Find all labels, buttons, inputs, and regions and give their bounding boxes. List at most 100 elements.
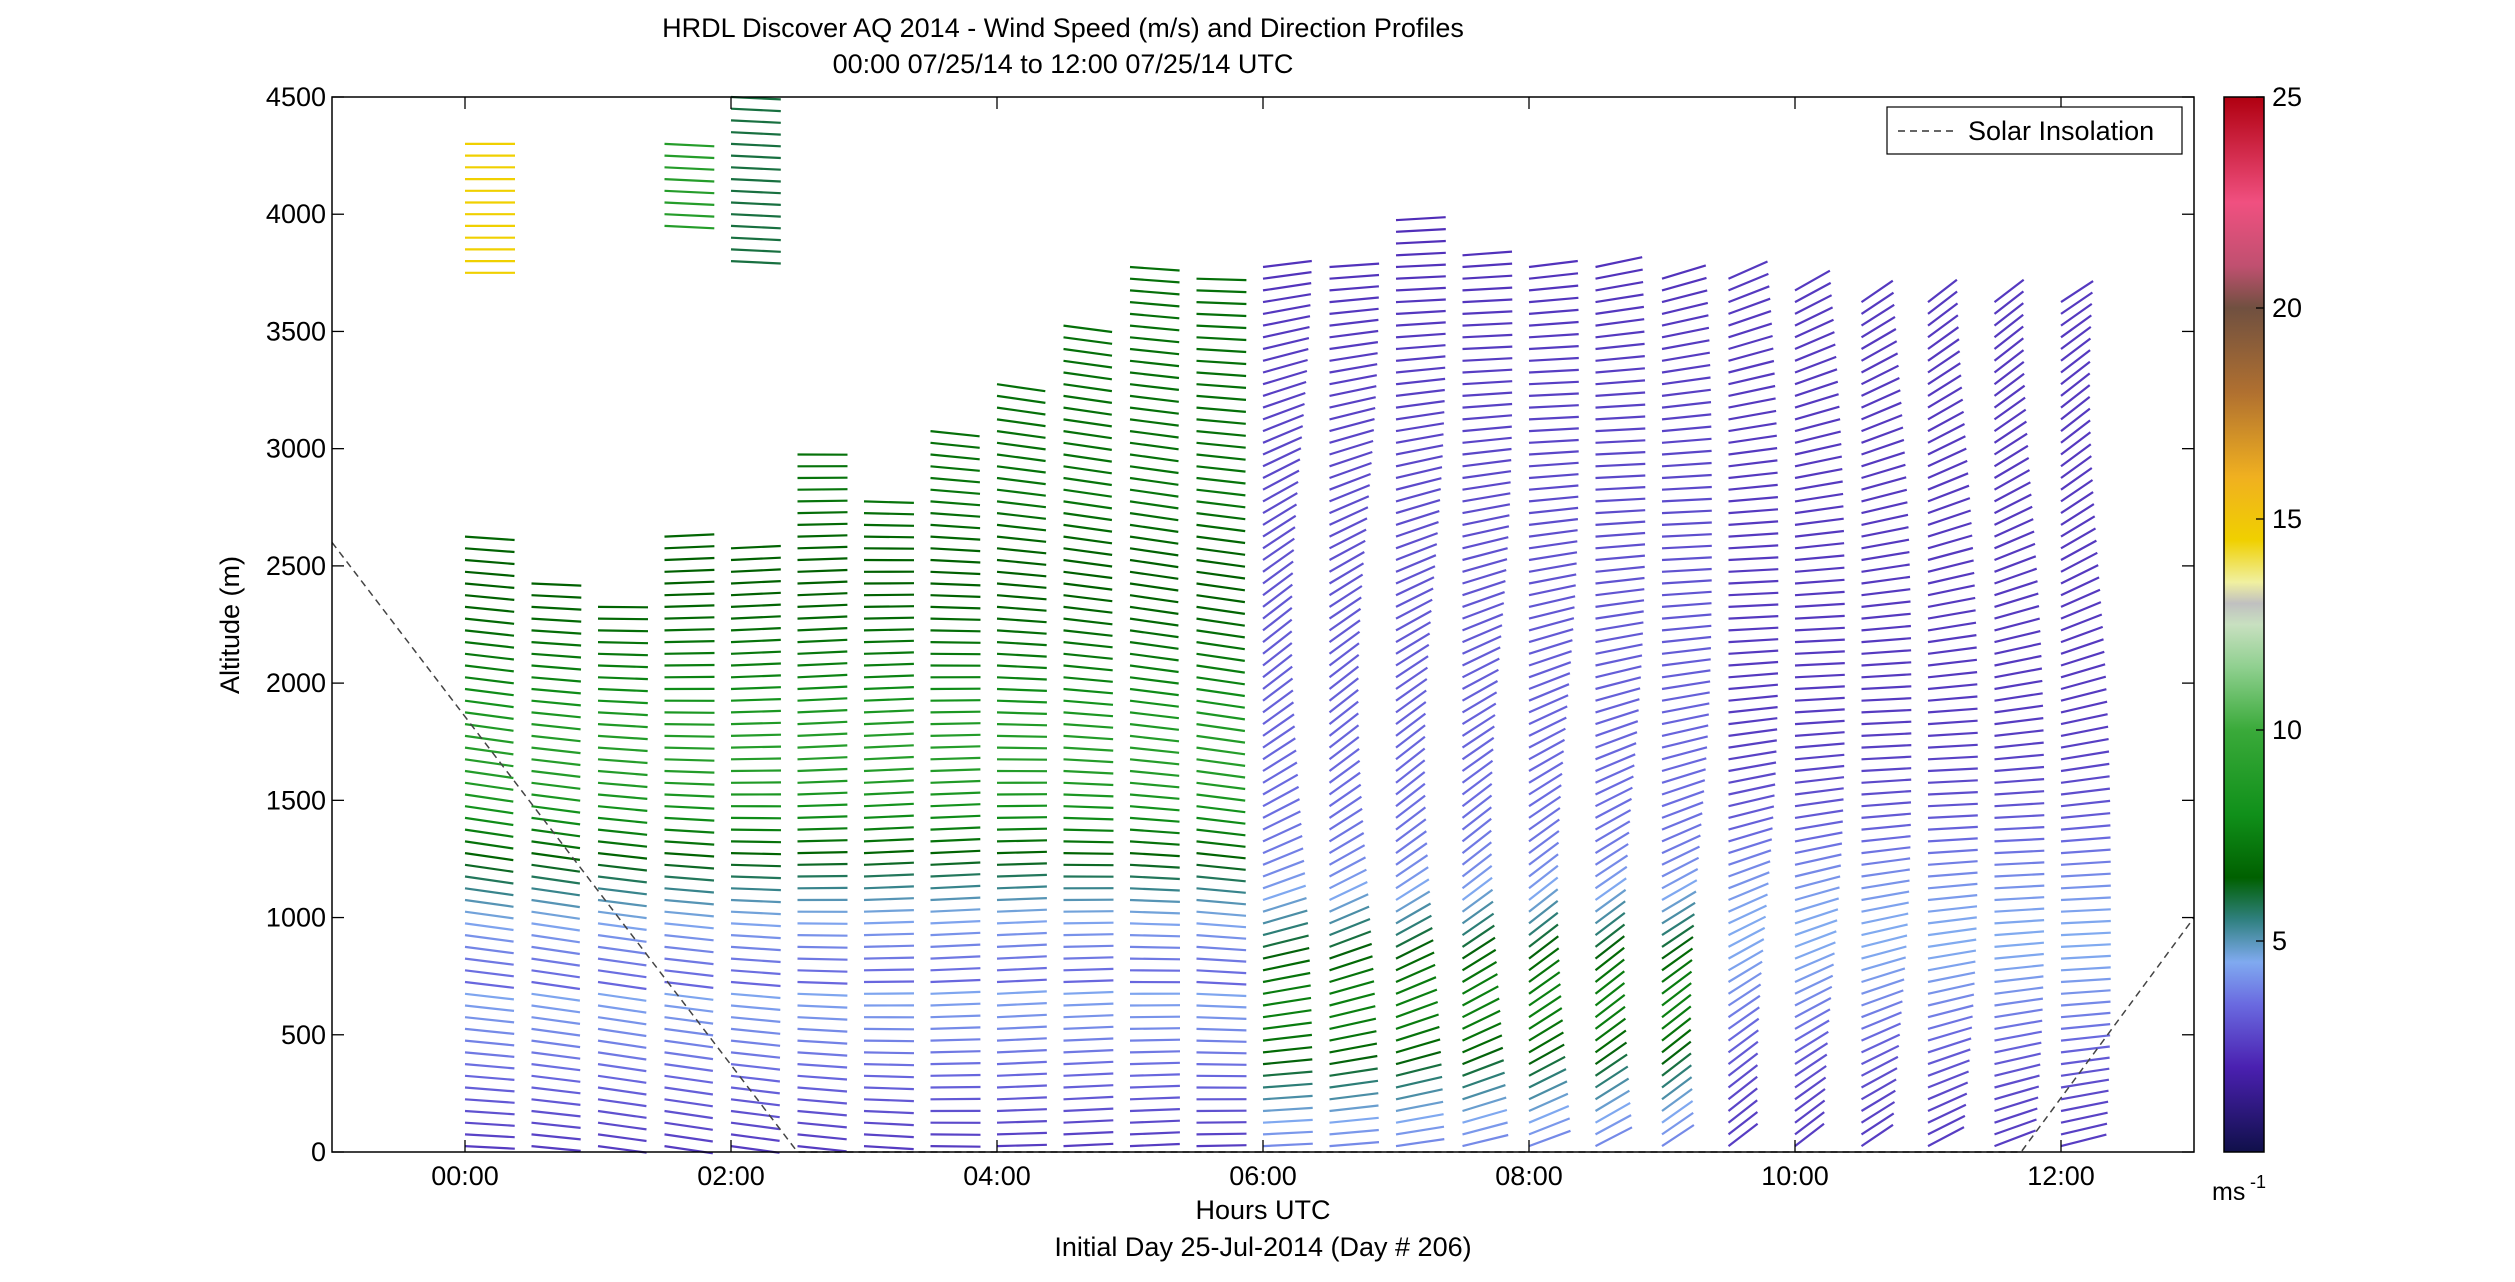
wind-barb xyxy=(1927,423,1966,444)
wind-barb xyxy=(1661,485,1712,491)
wind-barb xyxy=(996,990,1047,995)
wind-barb xyxy=(1395,1000,1439,1019)
wind-barb xyxy=(1861,934,1908,948)
wind-barb xyxy=(1794,1019,1830,1042)
wind-barb xyxy=(730,580,781,585)
wind-barb xyxy=(2060,663,2106,679)
wind-barb xyxy=(1196,828,1246,837)
wind-barb xyxy=(1927,278,1958,303)
wind-barb xyxy=(597,992,647,1002)
wind-barb xyxy=(1794,952,1835,972)
wind-barb xyxy=(464,769,514,780)
wind-barb xyxy=(1129,383,1180,391)
wind-barb xyxy=(1395,228,1446,233)
wind-barb xyxy=(664,189,715,195)
wind-barb xyxy=(1661,669,1711,679)
wind-barb xyxy=(1063,1142,1114,1148)
wind-barb xyxy=(1528,595,1576,608)
colorbar-gradient xyxy=(2223,96,2265,1153)
wind-barb xyxy=(1927,484,1970,503)
wind-barb xyxy=(730,686,781,691)
wind-barb xyxy=(1462,1059,1505,1077)
wind-barb xyxy=(531,1004,581,1014)
wind-barb xyxy=(597,875,647,884)
wind-barb xyxy=(1461,714,1496,737)
wind-barb xyxy=(1528,784,1562,808)
wind-barb xyxy=(1129,910,1180,915)
wind-barb xyxy=(664,734,715,738)
wind-barb xyxy=(1395,422,1445,433)
wind-barb xyxy=(1528,1019,1564,1042)
wind-barb xyxy=(797,709,848,714)
wind-barb xyxy=(1395,251,1446,257)
wind-barb xyxy=(1861,673,1912,679)
wind-barb xyxy=(1994,964,2044,972)
wind-barb xyxy=(1129,758,1180,766)
wind-barb xyxy=(1328,783,1362,808)
wind-barb xyxy=(1927,374,1962,397)
wind-barb xyxy=(1063,1025,1114,1030)
wind-barb xyxy=(664,640,715,644)
wind-barb xyxy=(1528,971,1561,995)
wind-barb xyxy=(1794,578,1845,585)
wind-barb xyxy=(1994,986,2044,995)
wind-barb xyxy=(863,1121,914,1127)
wind-barb xyxy=(664,887,714,894)
wind-barb xyxy=(996,1108,1047,1113)
wind-barb xyxy=(1395,286,1446,292)
wind-barb xyxy=(930,594,981,598)
wind-barb xyxy=(1728,359,1775,374)
wind-barb xyxy=(930,476,980,484)
wind-barb xyxy=(1794,566,1845,573)
wind-barb xyxy=(1196,875,1246,883)
wind-barb xyxy=(597,957,647,967)
wind-barb xyxy=(664,142,715,148)
wind-barb xyxy=(1994,919,2045,925)
wind-barb xyxy=(1461,912,1495,937)
wind-barb xyxy=(863,1086,914,1091)
wind-barb xyxy=(531,676,581,683)
wind-barb xyxy=(2060,503,2095,526)
wind-barb xyxy=(1861,600,1911,608)
wind-barb xyxy=(1395,466,1443,480)
wind-barb xyxy=(1528,415,1579,421)
wind-barb xyxy=(996,1002,1047,1007)
wind-barb xyxy=(1063,336,1113,345)
wind-barb xyxy=(1528,923,1559,948)
wind-barb xyxy=(597,898,647,908)
x-tick-label: 00:00 xyxy=(431,1161,499,1191)
wind-barb xyxy=(1994,704,2044,714)
wind-barb xyxy=(1794,776,1845,784)
wind-barb xyxy=(1661,691,1710,702)
wind-barb xyxy=(797,697,848,702)
wind-barb xyxy=(1994,692,2043,702)
wind-barb xyxy=(1528,320,1579,327)
wind-barb xyxy=(531,1086,581,1095)
wind-barb xyxy=(1595,742,1637,761)
wind-barb xyxy=(1196,980,1247,986)
wind-barb xyxy=(797,839,848,843)
wind-barb xyxy=(1595,775,1634,796)
wind-barb xyxy=(1262,492,1298,515)
wind-barb xyxy=(597,1121,647,1131)
wind-barb xyxy=(1661,801,1704,819)
wind-barb xyxy=(863,1133,914,1139)
wind-barb xyxy=(1329,1141,1380,1148)
wind-barb xyxy=(1993,337,2024,362)
y-tick-label: 3500 xyxy=(266,316,326,346)
wind-barb xyxy=(1063,605,1113,614)
wind-barb xyxy=(1395,1013,1439,1030)
wind-barb xyxy=(996,605,1047,612)
wind-barb xyxy=(1063,558,1113,568)
wind-barb xyxy=(664,1039,714,1049)
wind-barb xyxy=(2060,455,2092,479)
wind-barb xyxy=(1794,590,1845,597)
wind-barb xyxy=(1528,830,1560,854)
wind-barb xyxy=(1328,619,1361,643)
wind-barb xyxy=(2060,966,2111,972)
wind-barb xyxy=(531,758,581,767)
wind-barb xyxy=(1528,573,1577,585)
wind-barb xyxy=(1794,368,1838,386)
wind-barb xyxy=(1461,888,1494,913)
wind-barb xyxy=(1994,493,2032,515)
